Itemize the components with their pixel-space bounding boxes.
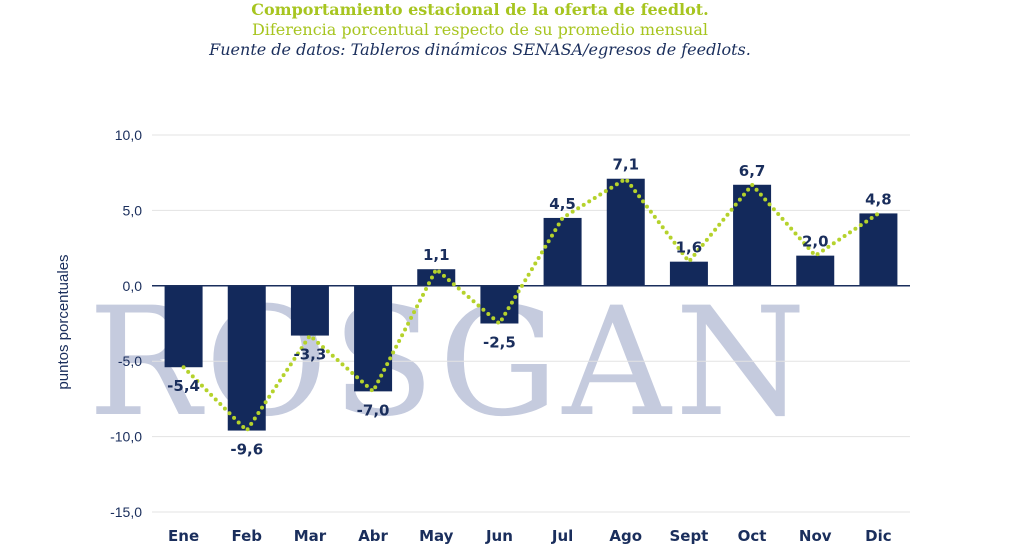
y-tick-label: 10,0: [115, 127, 142, 143]
bar: [669, 261, 708, 286]
x-tick-label: Oct: [738, 527, 767, 545]
x-tick-label: Ene: [168, 527, 199, 545]
x-tick-label: Dic: [865, 527, 891, 545]
y-tick-label: 0,0: [123, 278, 143, 294]
data-label: -2,5: [483, 334, 516, 352]
bar: [417, 269, 456, 286]
y-tick-layer: 10,0 5,0 0,0 -5,0 -10,0 -15,0: [110, 127, 142, 520]
series-line: [181, 176, 881, 434]
bar: [164, 285, 203, 368]
bar: [227, 285, 266, 431]
grid-layer: [152, 134, 910, 513]
x-tick-label: Nov: [799, 527, 832, 545]
x-tick-label: May: [419, 527, 454, 545]
data-label: -7,0: [357, 401, 390, 419]
data-label: 2,0: [802, 233, 829, 251]
bar: [290, 285, 329, 336]
data-label: 1,1: [423, 246, 450, 264]
x-tick-label: Feb: [231, 527, 262, 545]
data-label: 4,5: [549, 195, 576, 213]
x-tick-label: Jul: [551, 527, 573, 545]
y-tick-label: -15,0: [110, 504, 142, 520]
bar: [543, 217, 582, 286]
y-axis-label: puntos porcentuales: [55, 254, 72, 389]
bar: [733, 184, 772, 286]
y-tick-label: -5,0: [118, 353, 142, 369]
x-tick-layer: Ene Feb Mar Abr May Jun Jul Ago Sept Oct Nov Dic: [168, 527, 892, 545]
bar: [796, 255, 835, 286]
x-tick-label: Mar: [294, 527, 327, 545]
bar: [354, 285, 393, 392]
bar: [859, 213, 898, 286]
bar-layer: [164, 178, 898, 431]
data-label: -5,4: [167, 377, 200, 395]
bar: [480, 285, 519, 324]
chart-subtitle: Diferencia porcentual respecto de su pro…: [251, 20, 709, 39]
chart-header: Comportamiento estacional de la oferta d…: [0, 0, 960, 60]
data-label: -3,3: [294, 346, 327, 364]
x-tick-label: Jun: [485, 527, 513, 545]
y-tick-label: 5,0: [123, 202, 143, 218]
data-label: 4,8: [865, 190, 892, 208]
chart-title: Comportamiento estacional de la oferta d…: [251, 0, 709, 19]
x-tick-label: Ago: [609, 527, 642, 545]
data-label: 6,7: [739, 162, 766, 180]
data-label: 1,6: [676, 239, 703, 257]
data-label: 7,1: [612, 156, 639, 174]
x-tick-label: Sept: [669, 527, 708, 545]
data-label-layer: -5,4 -9,6 -3,3 -7,0 1,1 -2,5 4,5 7,1 1,6 6,7 2,0 4,…: [167, 156, 892, 459]
overlay-line-layer: [181, 176, 881, 434]
data-label: -9,6: [230, 441, 263, 459]
chart-source: Fuente de datos: Tableros dinámicos SENA…: [209, 40, 751, 59]
x-tick-label: Abr: [358, 527, 388, 545]
y-tick-label: -10,0: [110, 429, 142, 445]
